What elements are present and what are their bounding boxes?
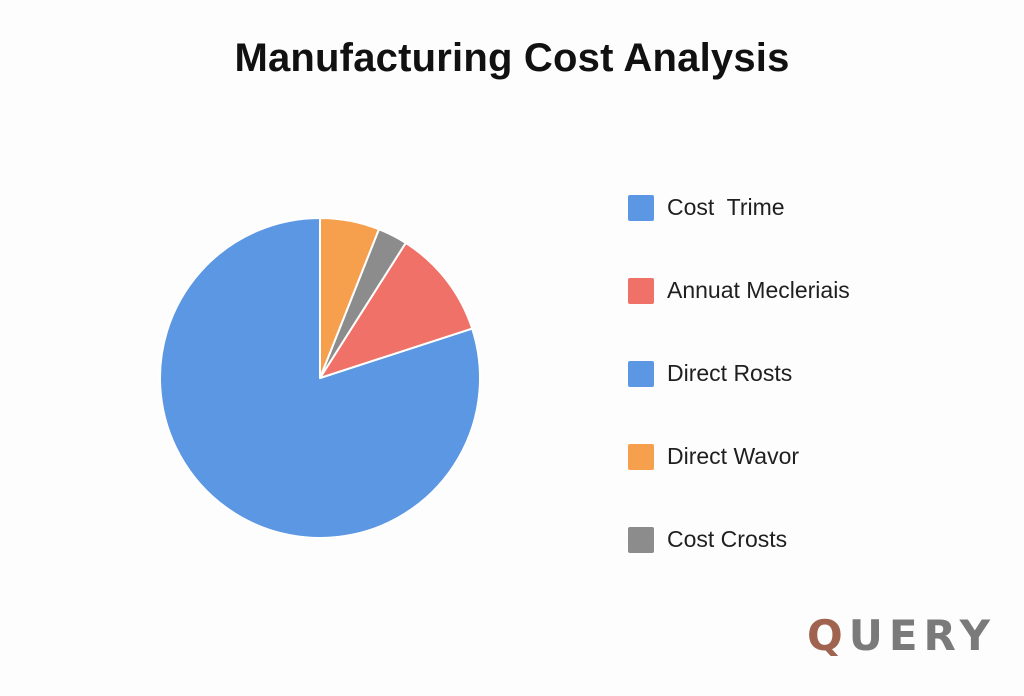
pie-slice-3 — [319, 217, 380, 379]
legend-swatch-4 — [628, 527, 654, 553]
legend-swatch-2 — [628, 361, 654, 387]
legend-item-3: Direct Wavor — [626, 435, 946, 518]
watermark-rest: UERY — [848, 611, 996, 660]
legend-swatch-1 — [628, 278, 654, 304]
pie-slice-1 — [319, 241, 474, 379]
chart-title: Manufacturing Cost Analysis — [234, 36, 790, 80]
legend-swatch-0 — [628, 195, 654, 221]
legend-item-4: Cost Crosts — [626, 518, 946, 601]
watermark-q: Q — [807, 611, 849, 660]
legend-label-0: Cost Trime — [667, 194, 785, 220]
legend-item-1: Annuat Mecleriais — [626, 269, 946, 352]
legend-item-0: Cost Trime — [626, 186, 946, 269]
legend-label-3: Direct Wavor — [667, 443, 800, 469]
pie-svg — [159, 217, 481, 539]
legend-label-4: Cost Crosts — [667, 526, 788, 552]
legend-label-1: Annuat Mecleriais — [667, 277, 850, 303]
pie-chart — [150, 208, 490, 548]
legend-item-2: Direct Rosts — [626, 352, 946, 435]
watermark-logo: QUERY — [807, 611, 996, 660]
legend-swatch-3 — [628, 444, 654, 470]
legend-label-2: Direct Rosts — [667, 360, 793, 386]
chart-legend: Cost Trime Annuat Mecleriais Direct Rost… — [626, 186, 946, 601]
